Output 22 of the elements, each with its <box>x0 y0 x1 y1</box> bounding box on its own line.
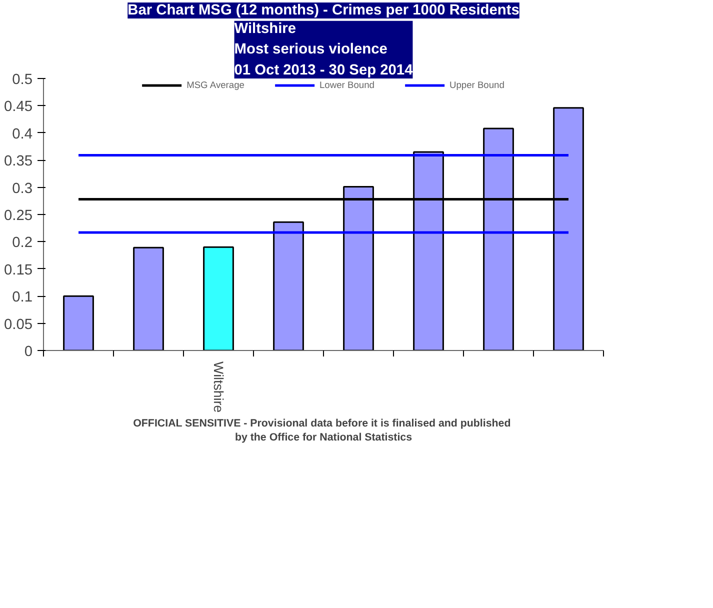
bar <box>203 246 234 350</box>
text: OFFICIAL SENSITIVE - Provisional data before it is finalised and published <box>133 418 511 430</box>
bar <box>63 295 94 350</box>
legend-label: MSG Average <box>186 80 244 90</box>
y-tick-label: 0.4 <box>12 126 32 142</box>
y-tick-label: 0.1 <box>12 290 32 306</box>
y-tick-label: 0.15 <box>4 262 33 278</box>
bar <box>273 221 304 350</box>
y-tick-label: 0.35 <box>4 154 33 170</box>
y-tick-label: 0.5 <box>12 72 32 88</box>
chart-title: Bar Chart MSG (12 months) - Crimes per 1000 Residents <box>128 2 520 18</box>
y-tick-label: 0 <box>24 344 33 360</box>
legend-label: Lower Bound <box>319 80 374 90</box>
bar <box>133 246 164 350</box>
y-tick-label: 0.45 <box>4 99 33 116</box>
text: by the Office for National Statistics <box>234 432 412 444</box>
y-tick-label: 0.25 <box>4 208 33 224</box>
y-tick-label: 0.05 <box>4 316 33 333</box>
x-tick-label: Wiltshire <box>211 362 226 413</box>
legend-label: Upper Bound <box>449 80 504 90</box>
y-tick-label: 0.2 <box>12 235 32 252</box>
y-tick-label: 0.3 <box>12 180 32 197</box>
